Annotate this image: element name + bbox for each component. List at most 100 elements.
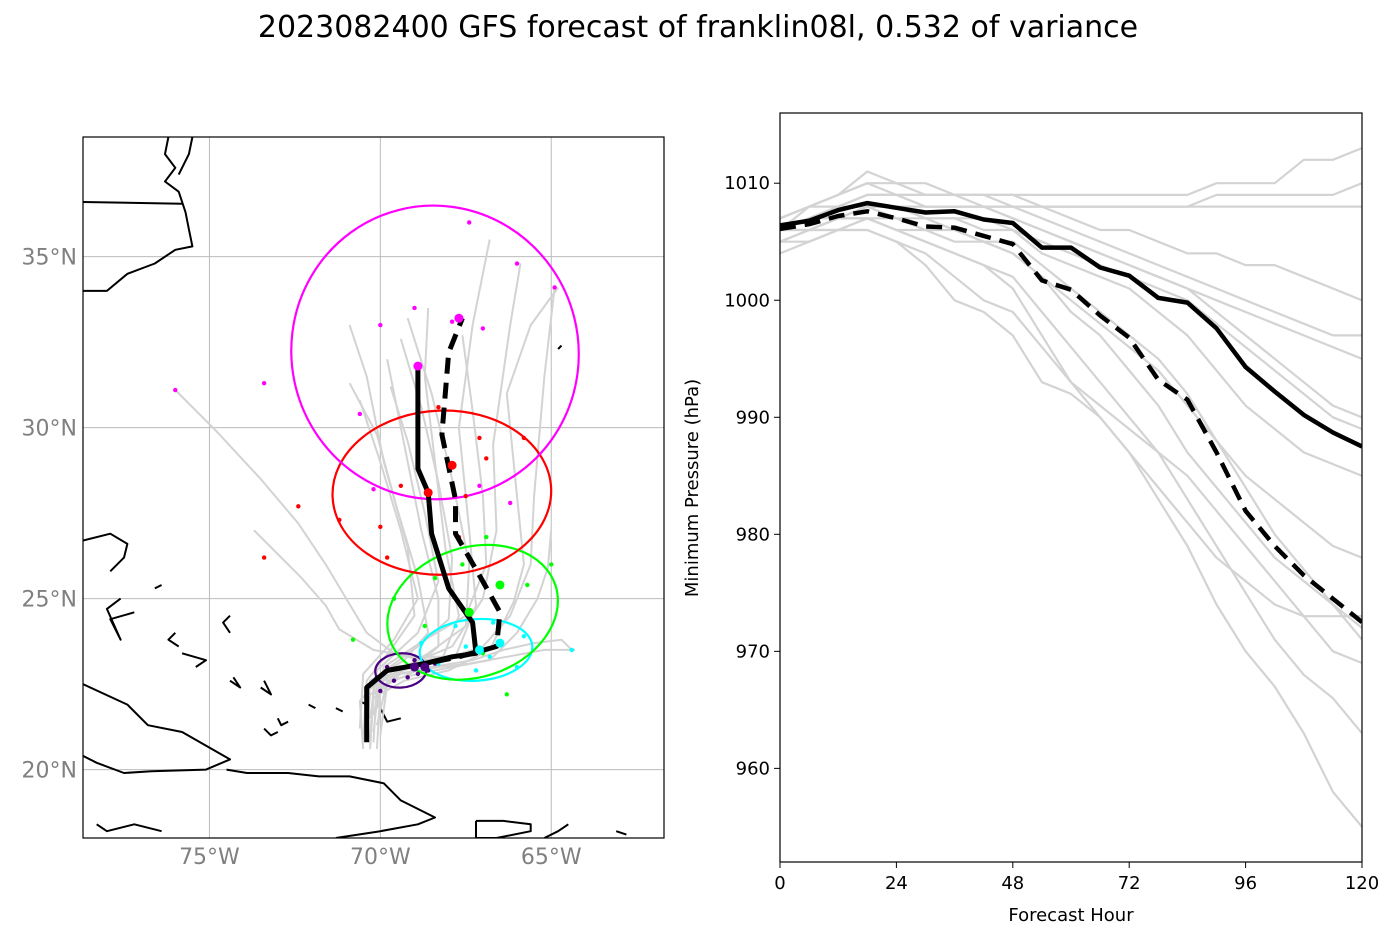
ensemble-track	[369, 386, 440, 719]
coastline	[226, 768, 436, 838]
ensemble-track	[372, 335, 488, 716]
ellipse-hour-120	[290, 204, 580, 501]
dashed-track	[365, 317, 503, 690]
member-point	[477, 435, 482, 441]
y-tick-label: 990	[736, 407, 770, 428]
member-point	[508, 500, 513, 506]
y-tick-label: 980	[736, 524, 770, 545]
ensemble-track	[348, 324, 416, 743]
member-point	[449, 319, 455, 324]
map-tick-labels: 75°W 70°W 65°W 20°N 25°N 30°N 35°N	[22, 246, 582, 870]
member-point	[436, 404, 441, 410]
forecast-hour-point	[420, 662, 430, 672]
member-point	[549, 562, 554, 567]
ensemble-pressure-line	[780, 182, 1362, 220]
member-point	[350, 637, 356, 642]
x-tick-label: 120	[1345, 873, 1379, 894]
x-tick-label: 72	[1118, 873, 1141, 894]
member-point	[490, 620, 496, 625]
island	[260, 680, 272, 696]
island	[263, 727, 279, 737]
member-point	[477, 483, 482, 488]
map-x-tick-label: 65°W	[521, 845, 582, 870]
map-y-tick-label: 30°N	[22, 417, 77, 442]
coastline	[177, 137, 194, 176]
member-point	[173, 387, 178, 393]
ensemble-pressure-line	[780, 217, 1362, 629]
ensemble-track	[369, 263, 522, 739]
member-point	[422, 623, 427, 629]
ellipse-hour-72	[386, 543, 559, 681]
member-point	[357, 411, 363, 417]
coastline	[105, 597, 135, 641]
member-point	[391, 678, 397, 683]
ensemble-tracks	[174, 239, 576, 750]
member-point	[460, 562, 465, 567]
member-point	[484, 534, 489, 540]
y-tick-label: 960	[736, 758, 770, 779]
pressure-y-axis-label: Minimum Pressure (hPa)	[682, 379, 703, 597]
forecast-hour-point	[413, 361, 423, 371]
map-frame	[82, 136, 665, 839]
member-point	[466, 220, 472, 225]
map-y-tick-label: 20°N	[22, 759, 77, 784]
ensemble-pressure-line	[780, 217, 1362, 828]
member-point	[514, 261, 520, 266]
forecast-hour-point	[410, 662, 420, 672]
forecast-hour-point	[423, 488, 433, 498]
member-point	[521, 435, 527, 441]
coastline	[475, 819, 532, 838]
member-point	[453, 623, 458, 629]
member-point	[552, 285, 557, 290]
member-point	[378, 322, 383, 328]
map-y-tick-label: 25°N	[22, 588, 77, 613]
ensemble-pressure-line	[780, 205, 1362, 559]
y-tick-label: 1000	[724, 290, 770, 311]
pressure-frame	[779, 112, 1363, 863]
member-point	[384, 555, 390, 560]
x-tick-label: 96	[1234, 873, 1257, 894]
ensemble-pressure-line	[780, 147, 1362, 231]
ensemble-track	[365, 648, 576, 729]
coastline	[83, 683, 231, 774]
member-point	[569, 647, 574, 653]
ensemble-pressure-line	[780, 205, 1362, 431]
forecast-hour-point	[454, 313, 464, 323]
member-point	[261, 555, 267, 560]
member-point	[337, 517, 342, 523]
map-x-tick-label: 70°W	[350, 845, 411, 870]
forecast-hour-point	[495, 580, 505, 590]
ensemble-track	[358, 399, 419, 729]
coastline	[96, 823, 162, 833]
forecast-hour-point	[447, 460, 457, 470]
member-point	[378, 688, 383, 694]
island	[167, 632, 180, 648]
forecast-hour-point	[464, 607, 474, 617]
ensemble-pressure-line	[780, 217, 1362, 735]
member-point	[480, 326, 486, 331]
member-point	[419, 640, 424, 646]
member-point	[405, 675, 410, 680]
member-point	[463, 644, 468, 649]
ellipse-hour-48	[418, 617, 534, 682]
y-tick-label: 970	[736, 641, 770, 662]
member-point	[514, 664, 520, 670]
member-point	[521, 634, 527, 639]
mean-pressure-line	[780, 200, 1362, 449]
forecast-hour-point	[474, 645, 484, 655]
member-point	[261, 381, 267, 386]
member-point	[391, 596, 397, 601]
ensemble-track	[375, 638, 573, 709]
ensemble-pressure-line	[780, 228, 1362, 618]
coastline	[83, 137, 194, 292]
island	[276, 717, 289, 727]
member-point	[487, 654, 492, 659]
coastline	[83, 201, 183, 205]
x-tick-label: 48	[1001, 873, 1024, 894]
coastline	[83, 532, 129, 573]
mean-tracks	[364, 313, 505, 743]
member-point	[504, 692, 509, 697]
member-point	[484, 456, 489, 461]
member-point	[371, 487, 376, 492]
member-point	[412, 657, 417, 663]
